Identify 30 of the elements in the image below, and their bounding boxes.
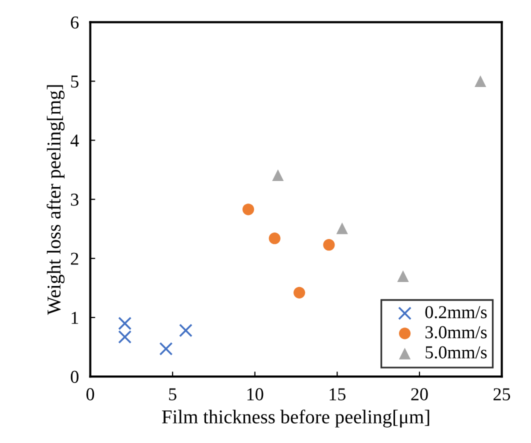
point [294,286,306,298]
x-tick-label: 5 [169,388,176,400]
y-tick-label: 4 [70,134,79,147]
y-tick-label: 2 [70,252,78,265]
y-tick-label: 5 [71,76,78,88]
point [118,330,132,344]
point [242,204,254,216]
point [323,239,335,251]
legend-label: 3.0mm/s [426,326,487,338]
point [336,222,348,234]
x-tick-label: 0 [86,388,94,400]
point [118,316,132,330]
y-tick-label: 3 [70,194,78,206]
x-tick-label: 15 [330,388,346,400]
point [159,342,173,356]
point [397,270,409,282]
x-tick-label: 20 [411,388,428,400]
y-tick-label: 0 [70,370,78,383]
legend-label: 0.2mm/s [425,306,487,318]
point [268,232,280,244]
y-axis-title: Weight loss after peeling[mg] [46,85,65,315]
x-tick-label: 10 [247,388,264,400]
x-axis-title: Film thickness before peeling[μm] [162,410,430,428]
y-tick-label: 1 [72,312,78,324]
point [474,75,486,88]
point [179,324,192,338]
y-tick-label: 6 [70,16,79,29]
x-tick-label: 25 [494,388,510,400]
point [272,169,284,181]
legend-label: 5.0mm/s [426,346,487,359]
